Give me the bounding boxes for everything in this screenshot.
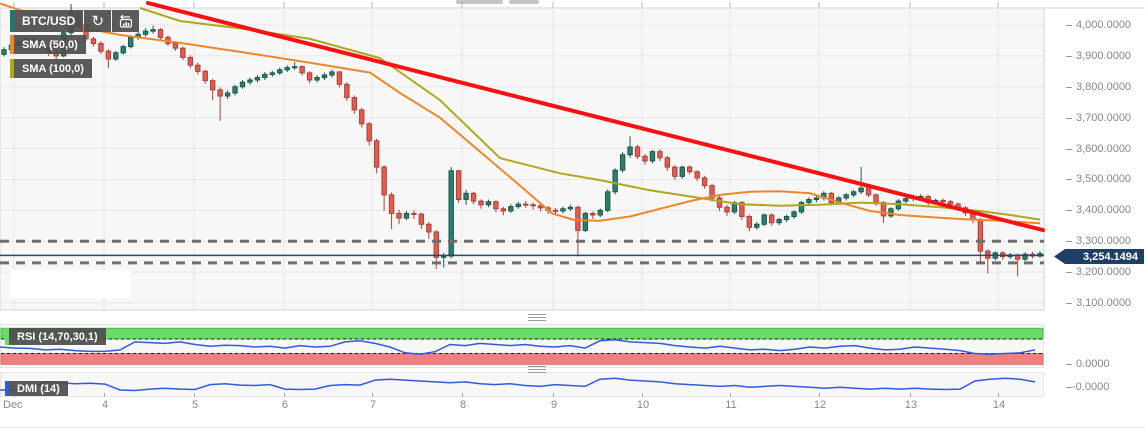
price-axis-label: 3,800.0000 <box>1076 81 1132 93</box>
price-axis-tick <box>1066 118 1072 119</box>
symbol-label: BTC/USD <box>14 10 84 32</box>
time-axis-tick <box>553 393 554 397</box>
time-axis-tick <box>730 393 731 397</box>
sma100-label: SMA (100,0) <box>14 59 92 78</box>
dmi-axis-label: -0.0000 <box>1072 381 1110 393</box>
dmi-badge: DMI (14) <box>5 381 68 396</box>
time-axis-tick <box>462 393 463 397</box>
time-axis-tick <box>910 393 911 397</box>
dmi-axis-tick <box>1066 387 1072 388</box>
price-axis-label: 3,400.0000 <box>1076 204 1132 216</box>
price-axis-label: 3,700.0000 <box>1076 112 1132 124</box>
rsi-label: RSI (14,70,30,1) <box>9 328 106 345</box>
bar-chart-history-icon <box>119 14 132 28</box>
refresh-button[interactable]: ↻ <box>84 10 112 32</box>
watermark-placeholder <box>10 270 131 298</box>
price-axis-label: 4,000.0000 <box>1076 19 1132 31</box>
time-axis-tick <box>819 393 820 397</box>
sma100-accent-bar <box>10 59 14 78</box>
rsi-canvas[interactable] <box>0 324 1044 368</box>
dmi-label: DMI (14) <box>9 381 68 396</box>
time-axis-tick <box>642 393 643 397</box>
page-divider <box>0 427 1145 428</box>
price-axis-tick <box>1066 303 1072 304</box>
price-axis-tick <box>1066 149 1072 150</box>
price-axis-label: 3,600.0000 <box>1076 143 1132 155</box>
cropped-ui-fragment <box>456 0 503 4</box>
rsi-accent-bar <box>5 328 9 345</box>
dmi-accent-bar <box>5 381 9 396</box>
time-axis-tick <box>104 393 105 397</box>
price-axis-tick <box>1066 272 1072 273</box>
panel-resize-handle[interactable] <box>528 314 546 321</box>
price-axis-label: 3,300.0000 <box>1076 235 1132 247</box>
time-axis-label: 13 <box>904 399 918 411</box>
sma50-label: SMA (50,0) <box>14 35 86 54</box>
cropped-ui-fragment <box>509 0 539 4</box>
time-axis-label: 8 <box>459 399 467 411</box>
price-axis-tick <box>1066 87 1072 88</box>
time-axis-tick <box>194 393 195 397</box>
time-axis-label: 7 <box>369 399 377 411</box>
load-history-button[interactable] <box>112 10 140 32</box>
current-price-badge: 3,254.1494 <box>1054 249 1144 264</box>
symbol-badge: BTC/USD ↻ <box>10 10 140 32</box>
time-axis-tick <box>998 393 999 397</box>
sma50-badge: SMA (50,0) <box>10 35 86 54</box>
price-axis-tick <box>1066 179 1072 180</box>
sma50-accent-bar <box>10 35 14 54</box>
price-axis-tick <box>1066 56 1072 57</box>
rsi-axis-label: 0.0000 <box>1076 358 1110 370</box>
price-axis-tick <box>1066 25 1072 26</box>
time-axis-label: 6 <box>281 399 289 411</box>
panel-resize-handle[interactable] <box>528 366 546 373</box>
time-axis-label: 11 <box>725 399 737 411</box>
time-axis-label: 5 <box>191 399 199 411</box>
time-axis-tick <box>372 393 373 397</box>
dmi-canvas[interactable] <box>0 372 1044 397</box>
time-axis-label: 14 <box>992 399 1006 411</box>
sma100-badge: SMA (100,0) <box>10 59 92 78</box>
rsi-axis-tick <box>1066 364 1072 365</box>
price-axis-tick <box>1066 210 1072 211</box>
main-chart-canvas[interactable] <box>0 0 1145 312</box>
refresh-icon: ↻ <box>91 12 105 30</box>
price-axis-label: 3,200.0000 <box>1076 266 1132 278</box>
time-axis-label: 4 <box>101 399 109 411</box>
rsi-badge: RSI (14,70,30,1) <box>5 328 106 345</box>
symbol-accent-bar <box>10 10 14 32</box>
time-axis-label: 10 <box>636 399 650 411</box>
price-axis-label: 3,100.0000 <box>1076 297 1132 309</box>
time-axis-label: Dec <box>3 399 23 411</box>
time-axis-tick <box>284 393 285 397</box>
time-axis-label: 12 <box>813 399 827 411</box>
price-axis-tick <box>1066 241 1072 242</box>
time-axis-label: 9 <box>550 399 558 411</box>
price-axis-label: 3,900.0000 <box>1076 50 1132 62</box>
price-axis-label: 3,500.0000 <box>1076 173 1132 185</box>
